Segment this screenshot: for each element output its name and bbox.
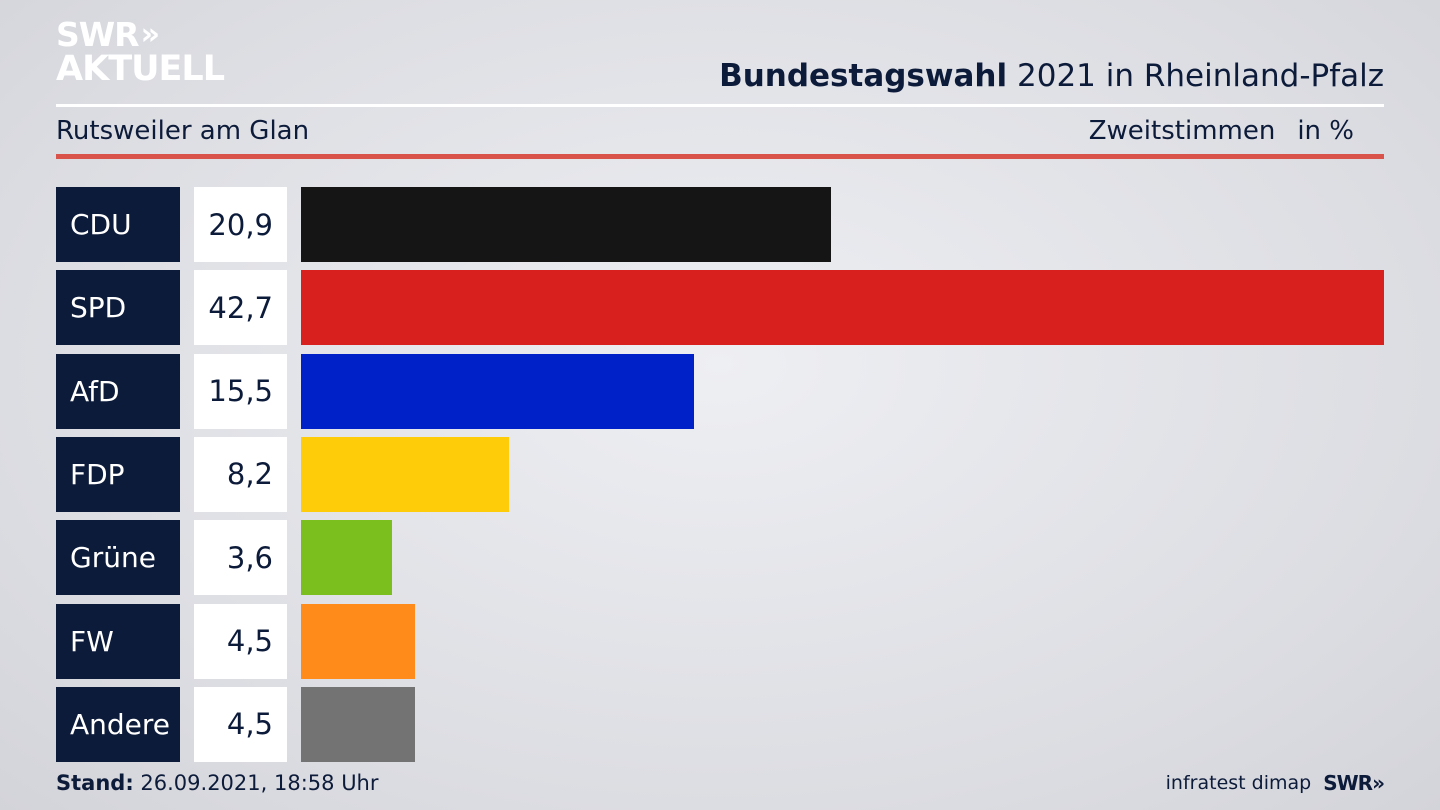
bar [301,353,694,429]
source-credit: infratest dimap SWR» [1165,771,1385,795]
swr-logo-small: SWR» [1323,771,1385,795]
metric-unit: in % [1297,116,1354,146]
header-divider [56,104,1384,107]
accent-divider [56,154,1384,159]
value-label: 42,7 [194,270,287,346]
bar [301,187,831,262]
logo-line1: SWR [56,15,140,54]
party-label: Grüne [56,520,180,596]
party-label: CDU [56,187,180,262]
value-label: 15,5 [194,353,287,429]
title-bold: Bundestagswahl [719,58,1008,94]
value-label: 4,5 [194,686,287,762]
party-label: FDP [56,436,180,512]
bar [301,520,392,596]
region-label: Rutsweiler am Glan [56,116,310,146]
logo-line2: AKTUELL [56,49,225,89]
page-title: Bundestagswahl 2021 in Rheinland-Pfalz [719,58,1384,94]
source-label: infratest dimap [1165,772,1312,794]
value-label: 8,2 [194,436,287,512]
bar [301,436,509,512]
party-label: SPD [56,270,180,346]
value-label: 20,9 [194,187,287,262]
bar [301,270,1384,346]
metric-name: Zweitstimmen [1088,116,1276,146]
bar [301,603,415,679]
party-label: Andere [56,686,180,762]
title-rest: 2021 in Rheinland-Pfalz [1017,58,1384,94]
metric-label: Zweitstimmen in % [1089,116,1354,146]
party-label: FW [56,603,180,679]
stand-label: Stand: [56,771,134,795]
stand-value: 26.09.2021, 18:58 Uhr [140,771,379,795]
bar [301,686,415,762]
value-label: 3,6 [194,520,287,596]
swr-aktuell-logo: SWR» AKTUELL [56,15,225,89]
party-label: AfD [56,353,180,429]
timestamp: Stand: 26.09.2021, 18:58 Uhr [56,771,379,795]
value-label: 4,5 [194,603,287,679]
